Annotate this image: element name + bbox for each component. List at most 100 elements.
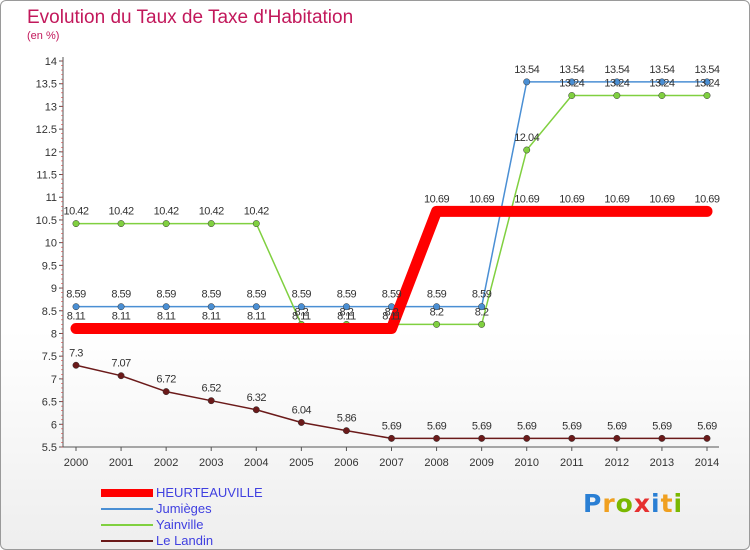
y-tick-label: 7	[51, 374, 57, 386]
data-label: 8.59	[202, 289, 222, 301]
data-label: 8.11	[112, 310, 131, 322]
x-tick-label: 2007	[379, 457, 403, 469]
data-point	[207, 397, 215, 405]
data-label: 5.69	[427, 420, 447, 432]
data-point	[162, 220, 170, 228]
data-point	[433, 303, 441, 311]
data-label: 8.59	[66, 289, 86, 301]
data-label: 10.42	[63, 206, 88, 218]
data-label: 8.11	[337, 310, 356, 322]
data-label: 10.42	[199, 206, 224, 218]
data-point	[252, 303, 260, 311]
legend-swatch-yainville	[101, 524, 153, 526]
y-tick-label: 13.5	[36, 79, 57, 91]
y-tick-label: 6.5	[42, 397, 57, 409]
data-label: 12.04	[514, 132, 539, 144]
data-label: 8.2	[475, 306, 489, 318]
y-tick-label: 9.5	[42, 260, 57, 272]
legend-label-jumieges: Jumièges	[156, 501, 212, 516]
data-label: 6.32	[247, 392, 267, 404]
logo-letter: o	[615, 489, 634, 518]
data-point	[72, 303, 80, 311]
data-point	[388, 434, 395, 442]
data-label: 10.42	[109, 206, 134, 218]
x-tick-label: 2008	[424, 457, 448, 469]
data-label: 6.72	[156, 374, 176, 386]
x-tick-label: 2011	[560, 457, 584, 469]
data-label: 6.52	[202, 383, 222, 395]
data-label: 8.59	[111, 289, 131, 301]
data-label: 8.11	[202, 310, 221, 322]
data-label: 7.3	[69, 347, 83, 359]
legend-label-yainville: Yainville	[156, 517, 204, 532]
data-label: 5.86	[337, 413, 357, 425]
data-point	[478, 434, 486, 442]
logo-letter: t	[660, 489, 674, 518]
logo-letter: i	[651, 489, 661, 518]
data-point	[568, 92, 576, 99]
data-label: 10.69	[649, 193, 674, 205]
data-point	[117, 303, 125, 311]
data-label: 8.2	[340, 306, 354, 318]
data-point	[252, 406, 260, 414]
data-label: 13.54	[514, 64, 539, 76]
data-point	[433, 320, 441, 328]
chart-title: Evolution du Taux de Taxe d'Habitation	[27, 7, 354, 28]
data-label: 8.11	[292, 310, 311, 322]
y-tick-label: 11	[46, 192, 57, 204]
data-point	[72, 220, 80, 228]
data-point	[297, 419, 305, 426]
data-label: 8.2	[385, 306, 399, 318]
data-point	[613, 92, 621, 99]
x-tick-label: 2009	[469, 457, 493, 469]
series-line-0	[70, 205, 713, 334]
data-point	[658, 434, 666, 442]
data-point	[703, 78, 711, 86]
x-tick-label: 2001	[109, 457, 133, 469]
data-label: 8.59	[427, 289, 447, 301]
data-point	[207, 303, 215, 311]
data-label: 10.69	[604, 193, 629, 205]
data-label: 8.2	[430, 306, 444, 318]
data-label: 5.69	[697, 420, 717, 432]
data-label: 5.69	[382, 420, 402, 432]
data-point	[523, 146, 531, 154]
data-point	[568, 434, 576, 442]
data-label: 8.11	[382, 310, 401, 322]
data-label: 10.42	[244, 206, 269, 218]
y-tick-label: 5.5	[42, 442, 57, 454]
y-tick-label: 8.5	[42, 306, 57, 318]
y-tick-label: 12.5	[36, 124, 57, 136]
y-tick-label: 10	[45, 238, 57, 250]
x-tick-label: 2012	[605, 457, 629, 469]
data-label: 6.04	[292, 404, 312, 416]
data-label: 10.69	[514, 193, 539, 205]
y-tick-label: 6	[51, 419, 57, 431]
y-tick-label: 12	[45, 147, 57, 159]
data-point	[433, 434, 441, 442]
data-point	[72, 361, 80, 369]
data-point	[523, 78, 531, 86]
chart-unit-label: (en %)	[27, 30, 60, 42]
data-label: 8.59	[292, 289, 312, 301]
data-point	[703, 434, 711, 442]
data-label: 10.69	[469, 193, 494, 205]
data-label: 8.2	[294, 306, 308, 318]
data-point	[162, 388, 170, 396]
data-label: 8.59	[156, 289, 176, 301]
y-tick-label: 11.5	[36, 170, 57, 182]
data-label: 7.07	[111, 358, 131, 370]
data-label: 8.11	[157, 310, 176, 322]
x-tick-label: 2014	[695, 457, 719, 469]
data-label: 13.54	[694, 64, 719, 76]
data-point	[523, 434, 531, 442]
data-label: 8.11	[247, 310, 266, 322]
data-label: 8.59	[337, 289, 357, 301]
data-point	[613, 434, 621, 442]
y-tick-label: 9	[51, 283, 57, 295]
proxiti-logo: Proxiti	[583, 489, 683, 518]
data-point	[658, 78, 666, 86]
data-point	[342, 427, 350, 435]
